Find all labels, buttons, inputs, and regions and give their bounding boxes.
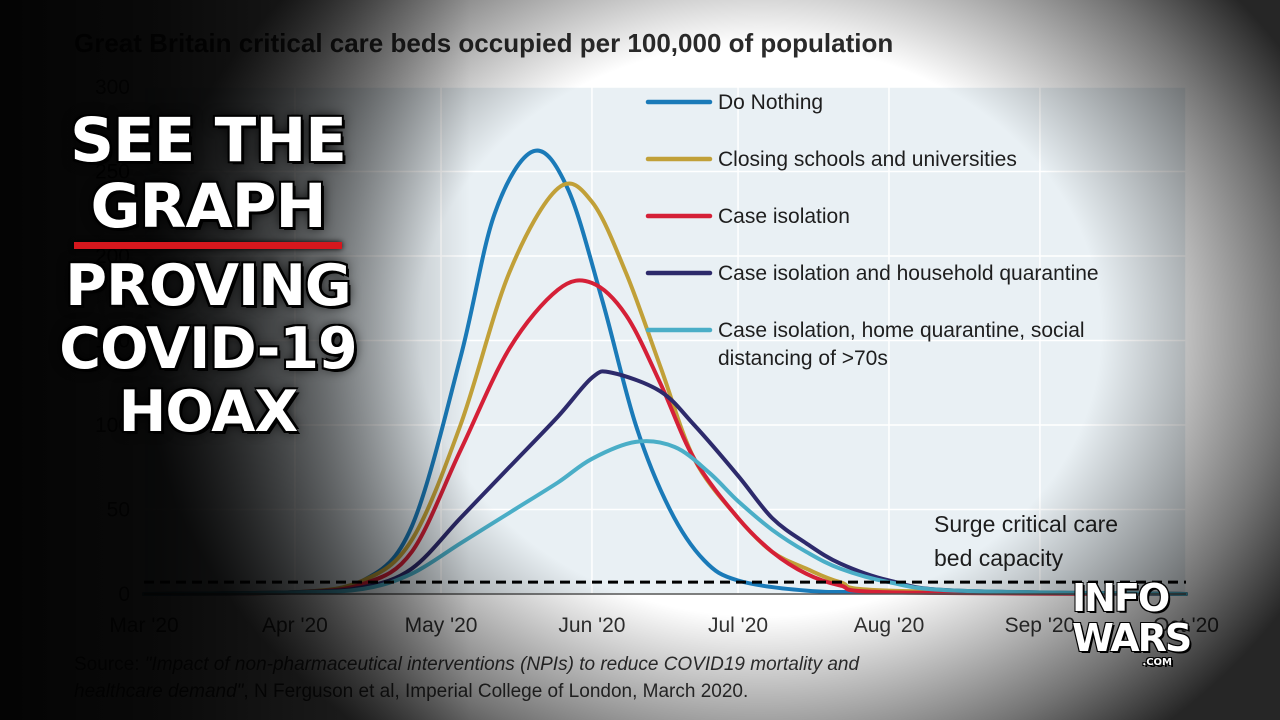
headline-line-4: COVID-19 xyxy=(59,316,357,382)
legend-label-1: Do Nothing xyxy=(718,91,823,114)
x-tick-label: Aug '20 xyxy=(854,614,925,637)
x-tick-label: Apr '20 xyxy=(262,614,328,637)
source-italic-1: "Impact of non-pharmaceutical interventi… xyxy=(145,654,861,675)
headline-underline xyxy=(74,242,342,249)
headline-line-3: PROVING xyxy=(65,253,351,319)
x-tick-label: Sep '20 xyxy=(1005,614,1076,637)
x-tick-label: Jun '20 xyxy=(558,614,625,637)
x-tick-label: May '20 xyxy=(405,614,478,637)
headline-line-2: GRAPH xyxy=(90,171,326,242)
y-tick-label: 0 xyxy=(118,583,130,606)
legend-label-2: Closing schools and universities xyxy=(718,148,1017,171)
source-suffix: , N Ferguson et al, Imperial College of … xyxy=(243,681,748,702)
source-line-2: healthcare demand", N Ferguson et al, Im… xyxy=(74,681,748,702)
y-tick-label: 300 xyxy=(95,76,130,99)
headline-line-1: SEE THE xyxy=(70,105,347,176)
surge-capacity-label-line1: Surge critical care xyxy=(934,511,1118,537)
legend-label-3: Case isolation xyxy=(718,205,850,228)
legend-label-5-line-1: Case isolation, home quarantine, social xyxy=(718,319,1085,342)
source-prefix: Source: xyxy=(74,654,145,675)
source-italic-2: healthcare demand" xyxy=(74,681,245,702)
x-tick-label: Jul '20 xyxy=(708,614,768,637)
headline-line-5: HOAX xyxy=(118,379,299,445)
x-tick-label: Mar '20 xyxy=(109,614,178,637)
y-tick-label: 50 xyxy=(107,499,130,522)
chart-title: Great Britain critical care beds occupie… xyxy=(74,28,893,58)
logo-tld: .COM xyxy=(1142,657,1172,668)
surge-capacity-label-line2: bed capacity xyxy=(934,545,1064,571)
logo-line-1: INFO xyxy=(1072,576,1170,620)
legend-label-5-line-2: distancing of >70s xyxy=(718,347,888,370)
headline: SEE THE GRAPH PROVING COVID-19 HOAX xyxy=(22,108,394,444)
logo-line-2: WARS xyxy=(1072,616,1192,660)
legend-label-4: Case isolation and household quarantine xyxy=(718,262,1099,285)
source-line-1: Source: "Impact of non-pharmaceutical in… xyxy=(74,654,860,675)
infowars-logo: INFO WARS .COM xyxy=(1072,576,1192,670)
